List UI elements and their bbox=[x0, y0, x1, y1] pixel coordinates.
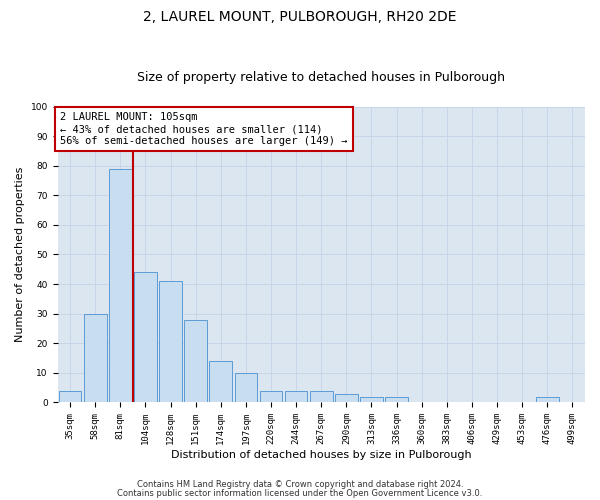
Bar bbox=[235, 373, 257, 402]
Y-axis label: Number of detached properties: Number of detached properties bbox=[15, 167, 25, 342]
Title: Size of property relative to detached houses in Pulborough: Size of property relative to detached ho… bbox=[137, 72, 505, 85]
Bar bbox=[59, 390, 82, 402]
Bar bbox=[360, 396, 383, 402]
X-axis label: Distribution of detached houses by size in Pulborough: Distribution of detached houses by size … bbox=[171, 450, 472, 460]
Text: Contains HM Land Registry data © Crown copyright and database right 2024.: Contains HM Land Registry data © Crown c… bbox=[137, 480, 463, 489]
Bar bbox=[335, 394, 358, 402]
Bar bbox=[134, 272, 157, 402]
Bar bbox=[310, 390, 332, 402]
Bar bbox=[109, 168, 131, 402]
Text: 2, LAUREL MOUNT, PULBOROUGH, RH20 2DE: 2, LAUREL MOUNT, PULBOROUGH, RH20 2DE bbox=[143, 10, 457, 24]
Bar bbox=[159, 281, 182, 402]
Bar bbox=[209, 361, 232, 403]
Bar bbox=[385, 396, 408, 402]
Text: Contains public sector information licensed under the Open Government Licence v3: Contains public sector information licen… bbox=[118, 488, 482, 498]
Bar bbox=[260, 390, 283, 402]
Bar bbox=[285, 390, 307, 402]
Bar bbox=[184, 320, 207, 402]
Bar bbox=[84, 314, 107, 402]
Bar bbox=[536, 396, 559, 402]
Text: 2 LAUREL MOUNT: 105sqm
← 43% of detached houses are smaller (114)
56% of semi-de: 2 LAUREL MOUNT: 105sqm ← 43% of detached… bbox=[60, 112, 347, 146]
